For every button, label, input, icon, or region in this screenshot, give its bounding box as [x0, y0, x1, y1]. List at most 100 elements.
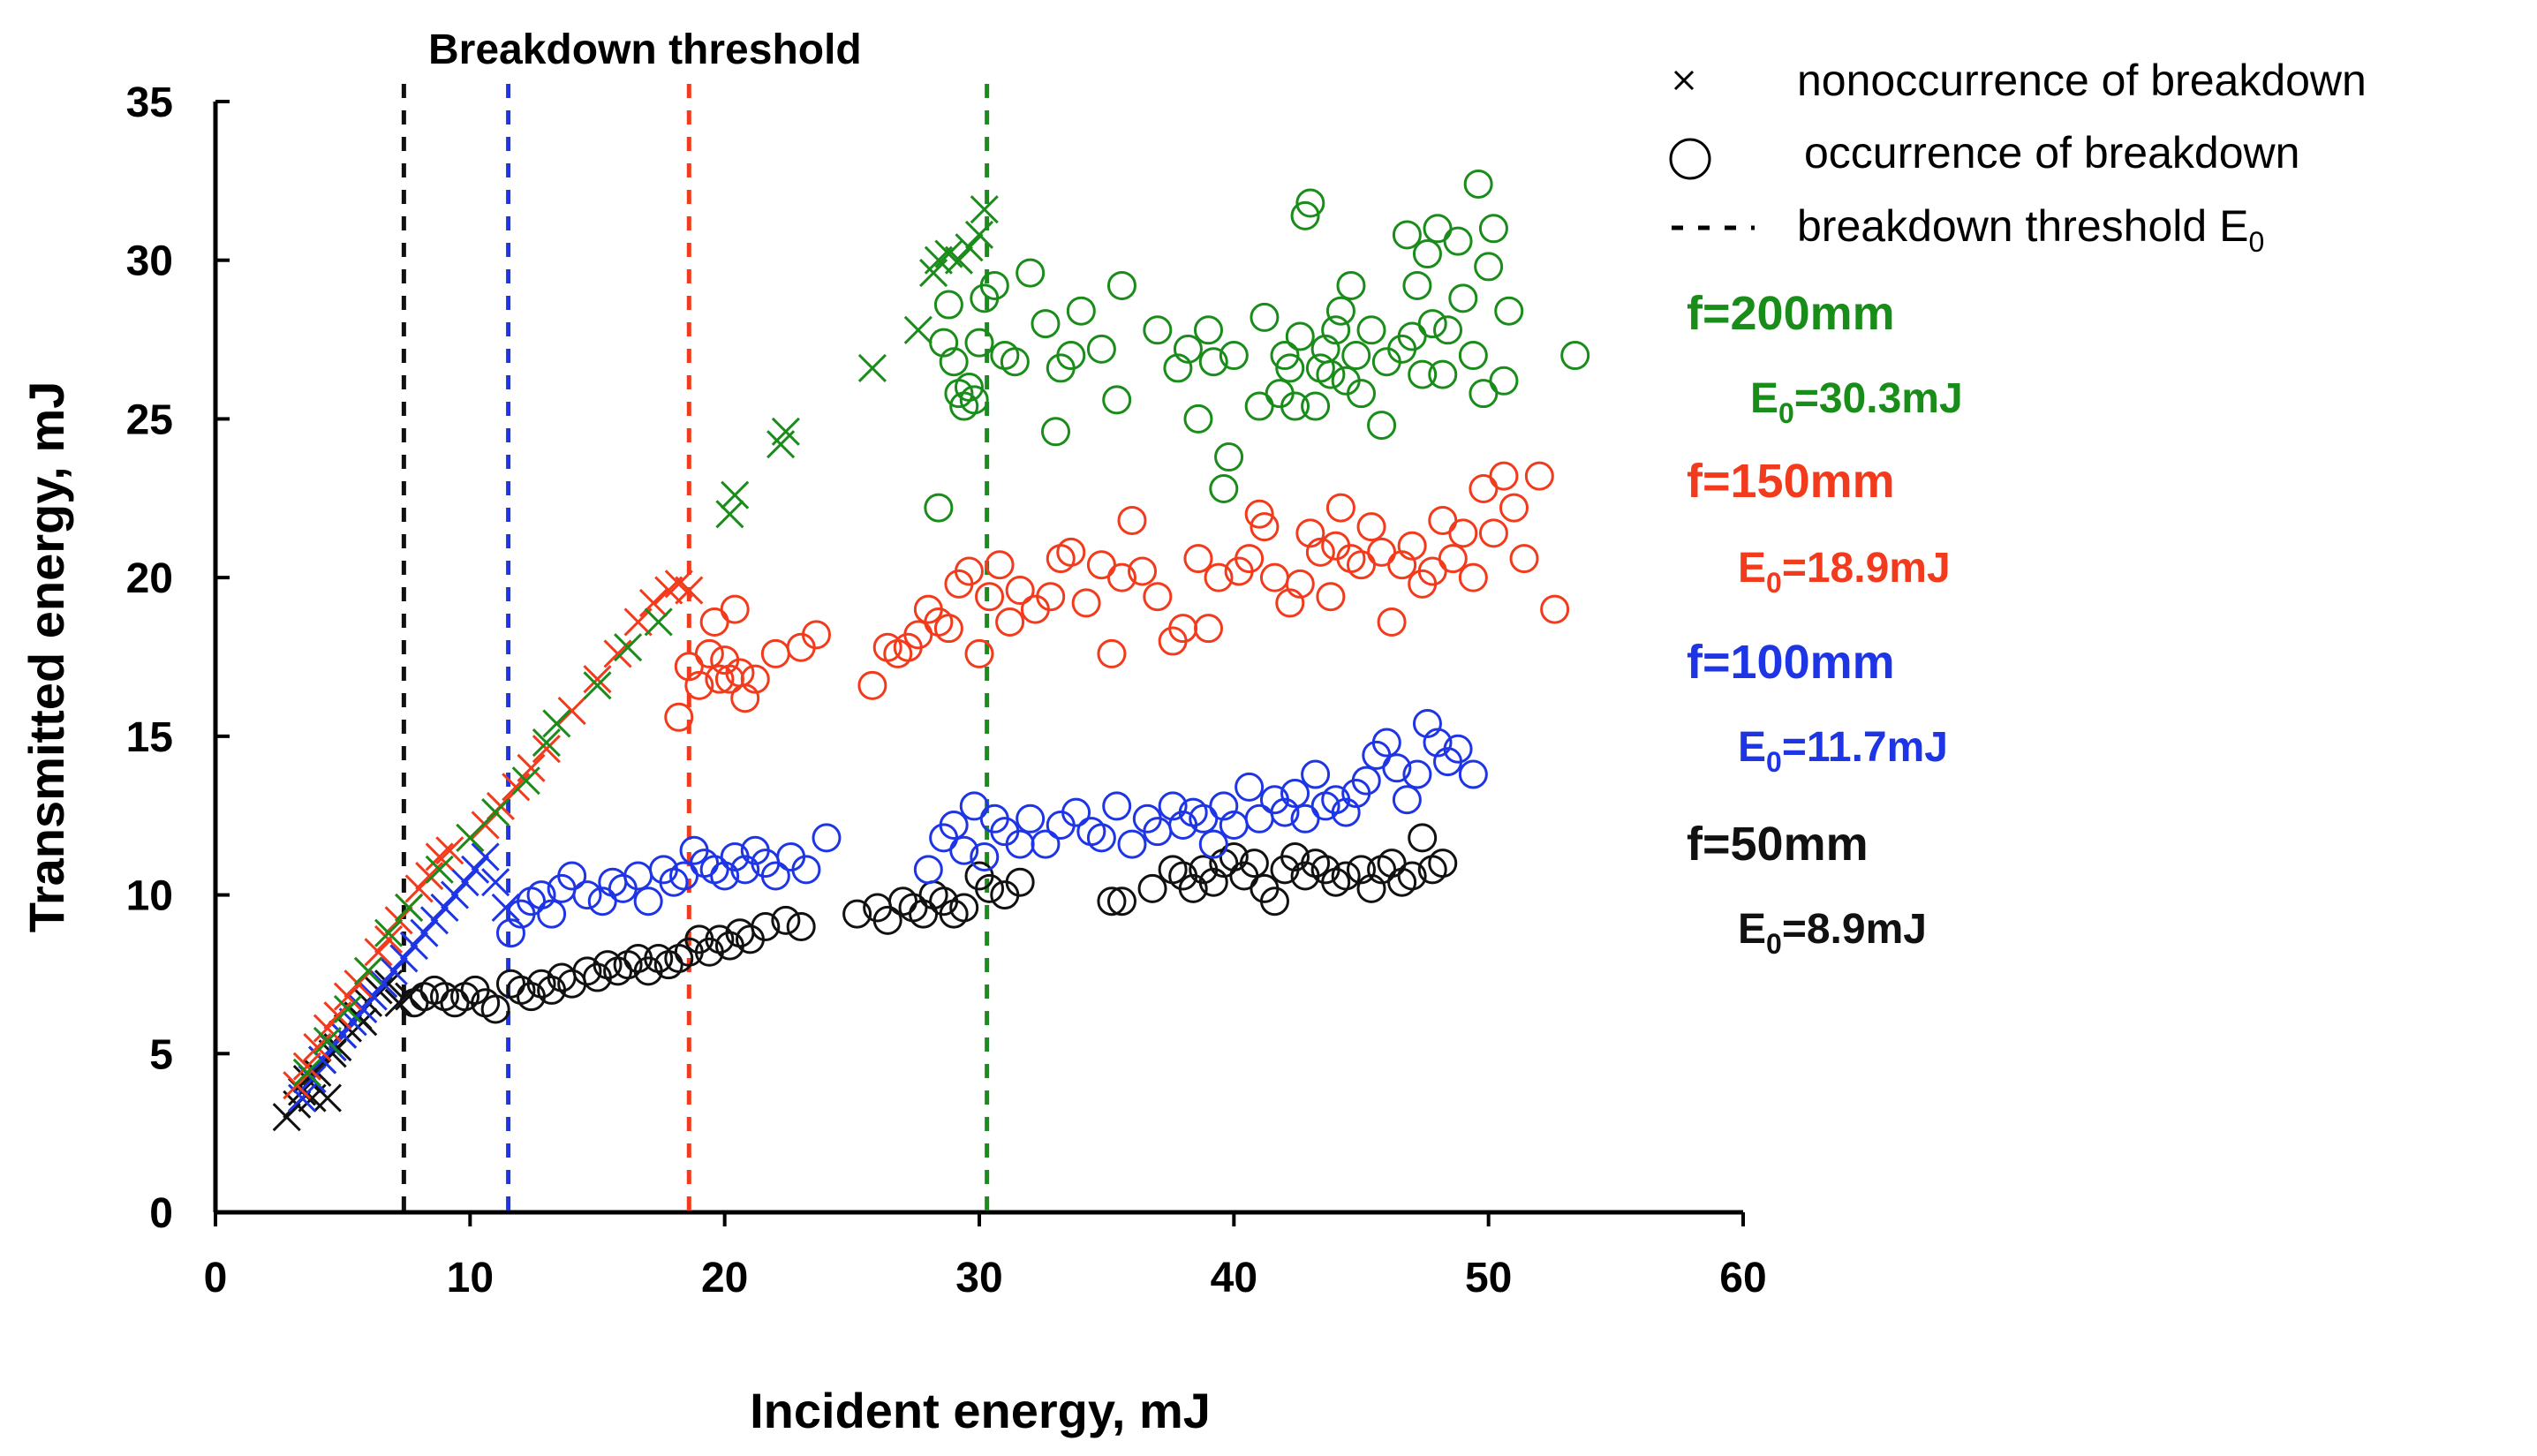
breakdown-point	[1143, 582, 1173, 612]
breakdown-point	[1143, 315, 1173, 345]
breakdown-point	[760, 638, 790, 668]
breakdown-point	[939, 347, 969, 377]
x-tick-label: 0	[204, 1255, 228, 1301]
no-breakdown-point	[349, 994, 378, 1024]
breakdown-point	[954, 556, 984, 586]
breakdown-point	[1387, 550, 1417, 580]
legend-dashed-prefix: breakdown threshold E	[1797, 201, 2248, 251]
no-breakdown-point	[349, 1007, 378, 1037]
breakdown-point	[1325, 296, 1355, 326]
breakdown-point	[1031, 829, 1061, 859]
breakdown-point	[812, 823, 842, 853]
breakdown-point	[949, 893, 979, 923]
breakdown-point	[480, 994, 510, 1024]
breakdown-point	[1066, 296, 1096, 326]
breakdown-point	[1433, 315, 1463, 345]
breakdown-point	[1402, 270, 1432, 300]
breakdown-point	[1301, 759, 1331, 789]
breakdown-point	[964, 328, 994, 358]
x-tick-label: 50	[1465, 1255, 1512, 1301]
no-breakdown-point	[542, 709, 571, 738]
breakdown-point	[1250, 512, 1280, 542]
breakdown-point	[1474, 252, 1504, 282]
y-tick-label: 20	[126, 555, 173, 602]
no-breakdown-point	[532, 735, 561, 764]
legend: nonoccurrence of breakdown occurrence of…	[1669, 56, 2367, 258]
breakdown-point	[1428, 505, 1458, 535]
breakdown-point	[1086, 550, 1116, 580]
breakdown-point	[699, 607, 729, 637]
breakdown-point	[1106, 562, 1136, 592]
no-breakdown-point	[481, 868, 510, 897]
no-breakdown-point	[333, 994, 362, 1024]
breakdown-point	[1331, 797, 1361, 827]
no-breakdown-point	[272, 1103, 301, 1132]
breakdown-point	[1489, 366, 1519, 396]
no-breakdown-point	[430, 893, 459, 923]
breakdown-point	[1443, 226, 1473, 256]
breakdown-point	[1198, 829, 1228, 859]
x-tick-label: 30	[955, 1255, 1002, 1301]
breakdown-point	[1158, 791, 1188, 821]
breakdown-point	[1270, 797, 1300, 827]
no-breakdown-point	[644, 607, 673, 637]
breakdown-point	[1000, 347, 1030, 377]
no-breakdown-point	[964, 220, 994, 250]
breakdown-point	[1347, 379, 1376, 409]
series-label-f50: f=50mm	[1687, 818, 1869, 871]
breakdown-point	[1016, 803, 1046, 834]
breakdown-point	[1194, 614, 1223, 644]
breakdown-point	[1397, 531, 1427, 561]
breakdown-point	[970, 841, 1000, 871]
breakdown-point	[842, 899, 872, 929]
breakdown-point	[1305, 537, 1335, 567]
y-tick-label: 30	[126, 238, 173, 285]
breakdown-point	[1250, 302, 1280, 332]
legend-circle-icon	[1669, 138, 1711, 180]
breakdown-point	[1209, 791, 1239, 821]
breakdown-point	[771, 905, 801, 935]
breakdown-point	[1285, 321, 1315, 351]
breakdown-point	[1448, 518, 1478, 548]
breakdown-point	[1194, 315, 1223, 345]
breakdown-point	[1347, 855, 1376, 885]
no-breakdown-point	[511, 766, 540, 796]
breakdown-point	[710, 861, 740, 891]
breakdown-point	[720, 594, 750, 624]
y-tick-label: 10	[126, 873, 173, 920]
breakdown-point	[1204, 562, 1234, 592]
breakdown-point	[1280, 391, 1310, 421]
legend-dashed-label: breakdown threshold E0	[1797, 201, 2264, 258]
chart-title: Breakdown threshold	[428, 26, 862, 73]
breakdown-point	[985, 550, 1015, 580]
axis-ticks: 0 10 20 30 40 50 60 0 5 10 15 20 25 30 35	[126, 79, 1767, 1301]
breakdown-point	[1371, 728, 1401, 758]
breakdown-point	[959, 385, 989, 415]
x-tick-label: 10	[447, 1255, 494, 1301]
y-axis-title: Transmitted energy, mJ	[19, 381, 74, 933]
breakdown-point	[537, 899, 567, 929]
breakdown-point	[979, 270, 1009, 300]
y-tick-label: 0	[149, 1190, 173, 1237]
breakdown-point	[1423, 728, 1453, 758]
x-tick-label: 20	[701, 1255, 748, 1301]
legend-circle-label: occurrence of breakdown	[1804, 128, 2299, 177]
breakdown-point	[1137, 873, 1167, 903]
breakdown-point	[1198, 867, 1228, 897]
breakdown-point	[1290, 200, 1320, 230]
no-breakdown-point	[313, 1083, 342, 1113]
series-e0-f150: E0=18.9mJ	[1738, 545, 1951, 599]
breakdown-point	[684, 670, 714, 700]
no-breakdown-point	[557, 697, 586, 726]
breakdown-point	[1356, 315, 1386, 345]
breakdown-point	[1102, 791, 1132, 821]
breakdown-point	[1494, 296, 1524, 326]
breakdown-point	[1183, 404, 1213, 434]
breakdown-point	[1259, 562, 1289, 592]
breakdown-point	[959, 791, 989, 821]
breakdown-point	[964, 638, 994, 668]
series-e0-f200: E0=30.3mJ	[1750, 375, 1963, 429]
breakdown-point	[664, 702, 694, 732]
breakdown-point	[1071, 588, 1101, 618]
breakdown-point	[1036, 582, 1066, 612]
